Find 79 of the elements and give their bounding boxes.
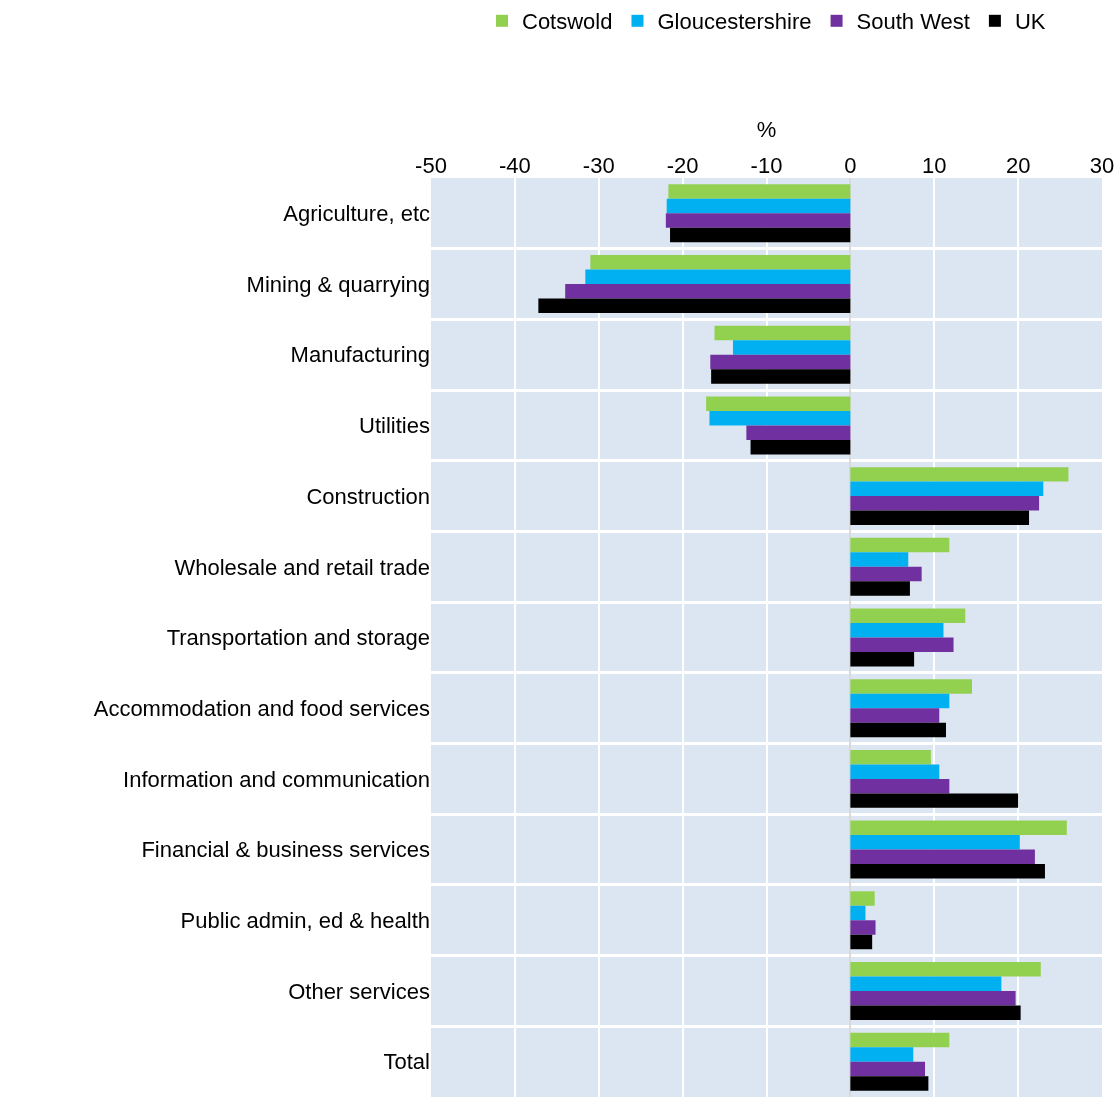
bar [850,864,1045,879]
bar [850,920,876,935]
bar [850,934,873,950]
bar [850,496,1040,511]
bar [850,552,909,567]
bar [850,891,875,906]
y-tick-label: Public admin, ed & health [180,907,430,933]
bar [850,679,972,694]
legend-label: UK [1014,9,1046,35]
bar [850,749,931,765]
legend-label: South West [856,9,970,35]
bar [850,537,950,553]
x-tick-label: 10 [922,152,947,178]
x-axis-title: % [756,117,777,143]
y-tick-label: Manufacturing [290,342,430,368]
bar [850,961,1041,977]
bar [850,1047,914,1062]
y-tick-label: Mining & quarrying [246,271,430,297]
x-tick-label: -30 [582,152,615,178]
bar [850,1005,1021,1020]
bar [711,369,851,384]
bar [850,693,950,709]
y-tick-label: Utilities [359,413,430,439]
bar [850,905,866,921]
bar [666,198,851,214]
bar [590,255,851,270]
bar [670,227,851,243]
bar [714,325,851,341]
x-tick-label: 0 [844,152,857,178]
bar [850,820,1067,836]
y-tick-label: Accommodation and food services [93,695,430,721]
bar [850,1032,950,1048]
bar [850,637,954,652]
bar [850,778,950,794]
x-tick-label: 30 [1089,152,1115,178]
y-tick-label: Agriculture, etc [283,201,430,227]
bar [706,396,851,411]
bar [585,269,851,285]
y-tick-label: Total [383,1049,430,1075]
bar [850,1061,926,1077]
bar [850,1076,929,1091]
bar [850,651,915,667]
y-tick-label: Wholesale and retail trade [174,554,430,580]
x-tick-label: -10 [750,152,783,178]
bar [850,623,944,638]
bar [709,410,851,426]
bar [668,184,851,199]
bar [746,425,851,440]
legend-label: Gloucestershire [657,9,812,35]
x-tick-label: -40 [498,152,531,178]
bar [665,213,851,228]
bar [850,835,1020,850]
y-tick-label: Other services [288,978,430,1004]
bar [850,793,1019,808]
x-tick-label: 20 [1005,152,1031,178]
bar [850,990,1016,1006]
bar [850,764,940,779]
bar [850,708,940,723]
bar [750,439,851,455]
bar [538,298,851,314]
x-tick-label: -20 [666,152,699,178]
y-tick-label: Financial & business services [141,837,430,863]
bar [732,340,851,355]
legend-label: Cotswold [522,9,613,35]
bar [850,510,1030,526]
bar [850,976,1002,991]
bar [850,467,1069,482]
y-tick-label: Construction [306,483,430,509]
bar [850,722,946,738]
bar [850,566,922,582]
bar [850,581,910,596]
bar [710,354,851,370]
bar [565,284,851,299]
bar [850,608,966,624]
y-tick-label: Information and communication [123,766,430,792]
bar [850,849,1035,865]
bar [850,481,1044,497]
x-tick-label: -50 [415,152,447,178]
y-tick-label: Transportation and storage [166,625,430,651]
